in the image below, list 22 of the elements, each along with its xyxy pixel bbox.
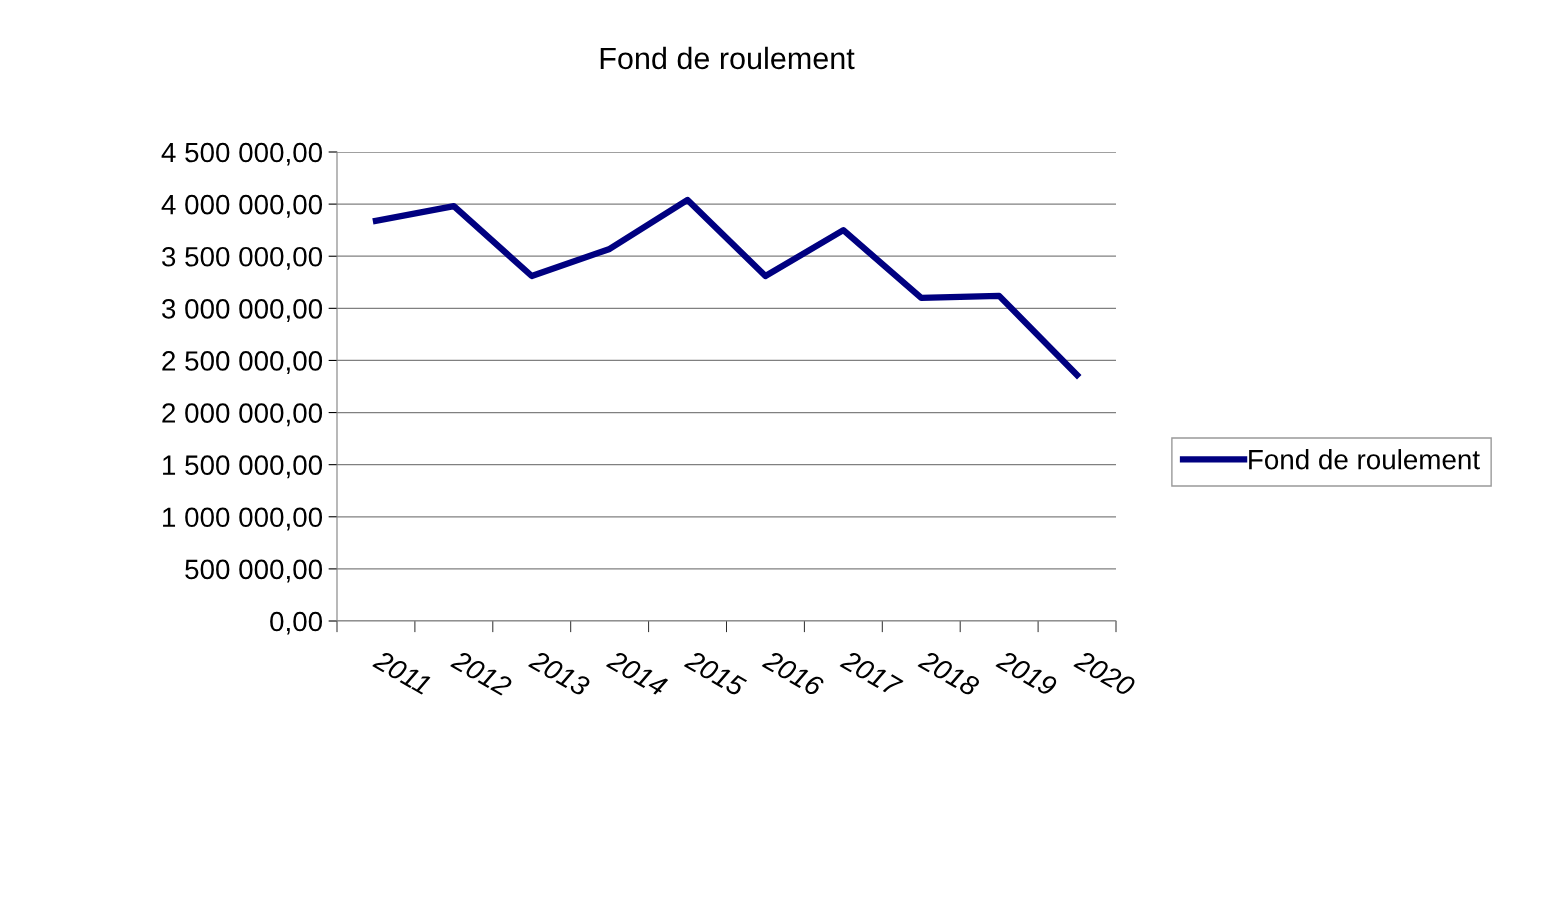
- y-tick-label: 2 500 000,00: [162, 351, 323, 375]
- y-tick-label: 3 500 000,00: [162, 246, 323, 270]
- x-tick-label: 2014: [605, 649, 669, 697]
- y-tick-label: 3 000 000,00: [162, 299, 323, 322]
- x-tick-label: 2012: [449, 649, 514, 698]
- x-tick-label: 2017: [839, 649, 904, 698]
- y-tick-label: 4 500 000,00: [161, 142, 323, 166]
- x-tick-label: 2013: [527, 649, 592, 698]
- y-tick-label: 500 000,00: [185, 559, 323, 583]
- x-tick-label: 2015: [683, 649, 748, 698]
- y-tick-label: 4 000 000,00: [161, 194, 323, 218]
- x-tick-label: 2020: [1073, 649, 1137, 698]
- legend-label: Fond de roulement: [1249, 449, 1480, 470]
- y-tick-label: 1 500 000,00: [163, 455, 323, 479]
- y-tick-label: 2 000 000,00: [162, 403, 323, 427]
- x-tick-label: 2011: [372, 649, 432, 696]
- x-tick-label: 2019: [995, 649, 1059, 697]
- x-tick-label: 2018: [917, 649, 981, 698]
- x-tick-label: 2016: [761, 649, 826, 698]
- y-tick-label: 0,00: [270, 611, 323, 635]
- y-tick-label: 1 000 000,00: [163, 507, 323, 531]
- chart-title: Fond de roulement: [600, 46, 855, 70]
